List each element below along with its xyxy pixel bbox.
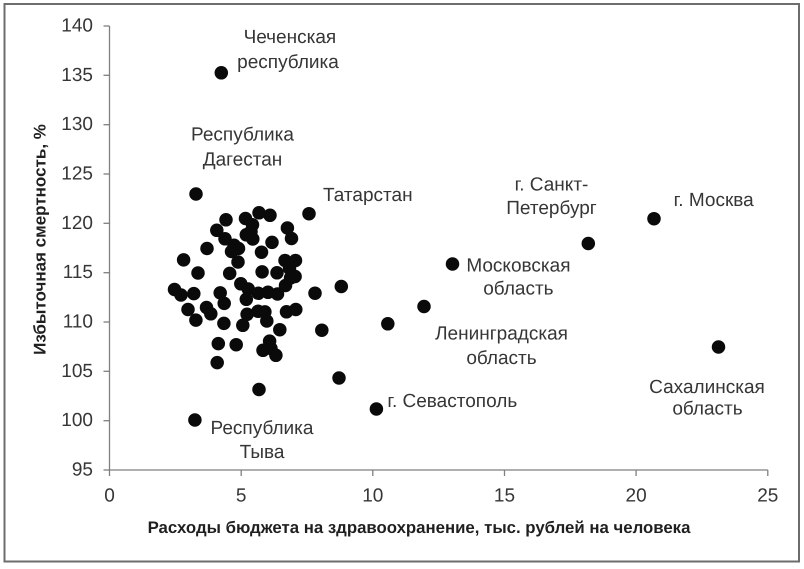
svg-text:110: 110 — [63, 312, 93, 333]
svg-text:область: область — [483, 278, 553, 299]
svg-text:республика: республика — [237, 52, 339, 73]
svg-text:область: область — [672, 399, 742, 420]
svg-text:Республика: Республика — [211, 418, 314, 439]
svg-text:140: 140 — [61, 16, 93, 37]
svg-text:125: 125 — [61, 164, 93, 185]
svg-text:115: 115 — [63, 262, 93, 283]
svg-text:15: 15 — [494, 486, 515, 507]
svg-text:Избыточная смертность, %: Избыточная смертность, % — [31, 124, 50, 355]
svg-text:20: 20 — [626, 486, 647, 507]
svg-text:г. Севастополь: г. Севастополь — [387, 391, 517, 412]
svg-text:Расходы бюджета на здравоохран: Расходы бюджета на здравоохранение, тыс.… — [148, 518, 692, 537]
svg-text:100: 100 — [61, 410, 93, 431]
svg-text:Московская: Московская — [466, 256, 570, 277]
svg-text:Чеченская: Чеченская — [244, 27, 337, 48]
svg-text:область: область — [466, 348, 536, 369]
svg-text:Республика: Республика — [191, 125, 294, 146]
svg-text:Тыва: Тыва — [240, 442, 285, 463]
svg-text:Татарстан: Татарстан — [323, 185, 413, 206]
svg-text:Ленинградская: Ленинградская — [435, 324, 568, 345]
svg-text:130: 130 — [61, 114, 93, 135]
svg-text:г. Санкт-: г. Санкт- — [515, 175, 589, 196]
svg-text:г. Москва: г. Москва — [674, 190, 754, 211]
svg-text:Дагестан: Дагестан — [203, 149, 283, 170]
svg-text:Петербург: Петербург — [506, 198, 597, 219]
svg-text:95: 95 — [72, 460, 93, 481]
svg-text:105: 105 — [61, 361, 93, 382]
svg-text:135: 135 — [61, 65, 93, 86]
svg-text:25: 25 — [757, 486, 778, 507]
svg-text:Сахалинская: Сахалинская — [649, 377, 765, 398]
svg-text:10: 10 — [362, 486, 383, 507]
svg-text:5: 5 — [236, 486, 247, 507]
svg-text:120: 120 — [61, 213, 93, 234]
svg-text:0: 0 — [104, 486, 115, 507]
